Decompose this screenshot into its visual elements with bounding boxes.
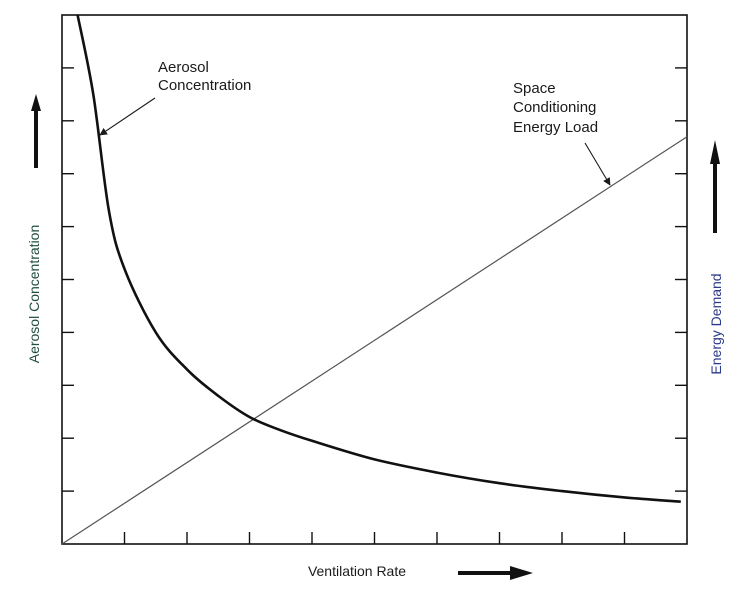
up-arrow-icon-left (31, 94, 41, 168)
annotation-energy-pointer (584, 142, 611, 186)
right-axis-ticks (675, 67, 687, 492)
up-arrow-icon-right (710, 140, 720, 233)
annotation-energy-line-2: Conditioning (513, 99, 596, 116)
annotation-energy: Space Conditioning Energy Load (513, 80, 601, 136)
annotation-aerosol-line-2: Concentration (158, 77, 251, 94)
y-axis-label-right: Energy Demand (708, 273, 724, 374)
left-axis-ticks (62, 67, 74, 492)
annotation-energy-line-1: Space (513, 80, 556, 97)
energy-load-line (61, 136, 688, 545)
plot-frame (61, 14, 688, 545)
annotation-aerosol-pointer (99, 97, 156, 136)
bottom-axis-ticks (123, 532, 626, 544)
annotation-energy-line-3: Energy Load (513, 119, 598, 136)
annotation-aerosol: Aerosol Concentration (158, 59, 251, 94)
y-axis-label-left: Aerosol Concentration (26, 225, 42, 364)
right-arrow-icon (458, 566, 533, 580)
x-axis-label: Ventilation Rate (308, 563, 406, 579)
annotation-aerosol-line-1: Aerosol (158, 59, 209, 76)
aerosol-concentration-curve (76, 14, 681, 503)
